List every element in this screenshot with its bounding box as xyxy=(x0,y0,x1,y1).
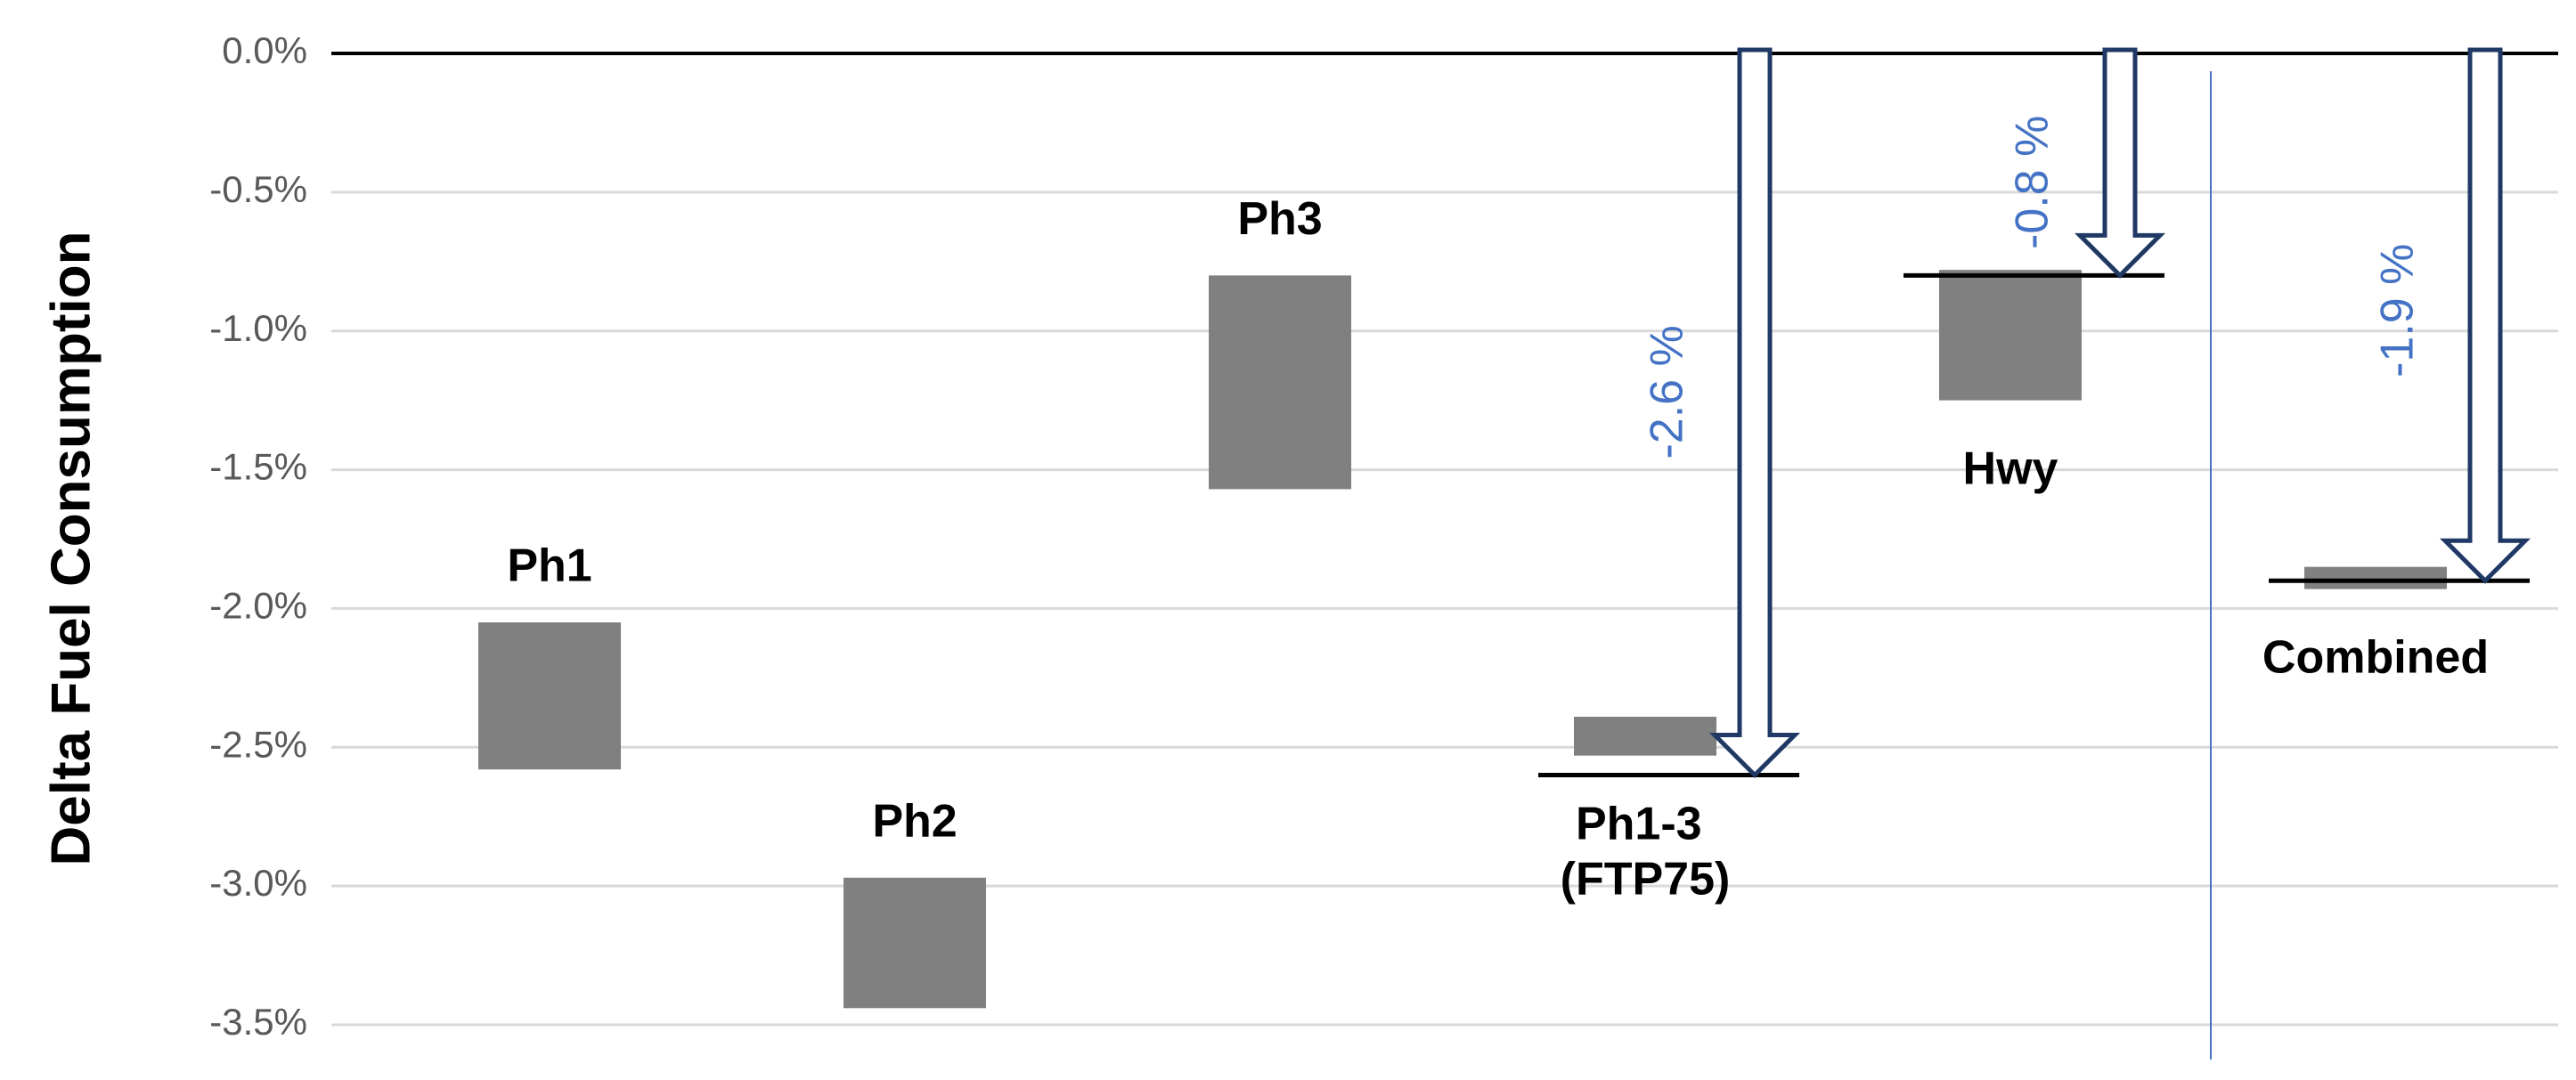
y-tick-label: -3.5% xyxy=(209,1001,307,1043)
arrow xyxy=(2439,47,2531,584)
category-label: Ph3 xyxy=(1237,193,1322,245)
category-label-line: Combined xyxy=(2262,631,2489,683)
y-axis-title: Delta Fuel Consumption xyxy=(40,231,102,866)
y-tick-label: -2.5% xyxy=(209,723,307,765)
y-tick-label: -0.5% xyxy=(209,168,307,210)
arrow-label: -0.8 % xyxy=(2007,116,2058,249)
arrow-label: -2.6 % xyxy=(1642,325,1693,459)
y-tick-label: -1.0% xyxy=(209,307,307,349)
category-label-line: Ph1-3 xyxy=(1576,798,1715,849)
category-label: Ph1-3 (FTP75) xyxy=(1561,798,1731,905)
bar xyxy=(1209,275,1351,490)
bar xyxy=(844,877,986,1009)
y-tick-label: -2.0% xyxy=(209,585,307,627)
category-label: Hwy xyxy=(1963,443,2058,494)
bar xyxy=(1939,270,2082,401)
category-label: Ph1 xyxy=(507,540,591,592)
bar xyxy=(1574,716,1716,756)
arrow-label: -1.9 % xyxy=(2372,244,2424,378)
category-label: Combined xyxy=(2262,631,2489,683)
arrow xyxy=(1708,47,1801,778)
y-tick-label: -1.5% xyxy=(209,446,307,488)
category-label: Ph2 xyxy=(872,796,957,848)
bar xyxy=(2304,566,2447,589)
y-tick-label: -3.0% xyxy=(209,862,307,904)
y-tick-label: 0.0% xyxy=(222,29,307,71)
category-label-line: Hwy xyxy=(1963,443,2058,494)
arrow xyxy=(2074,47,2166,279)
bar xyxy=(478,622,621,770)
category-label-line: (FTP75) xyxy=(1561,853,1731,905)
